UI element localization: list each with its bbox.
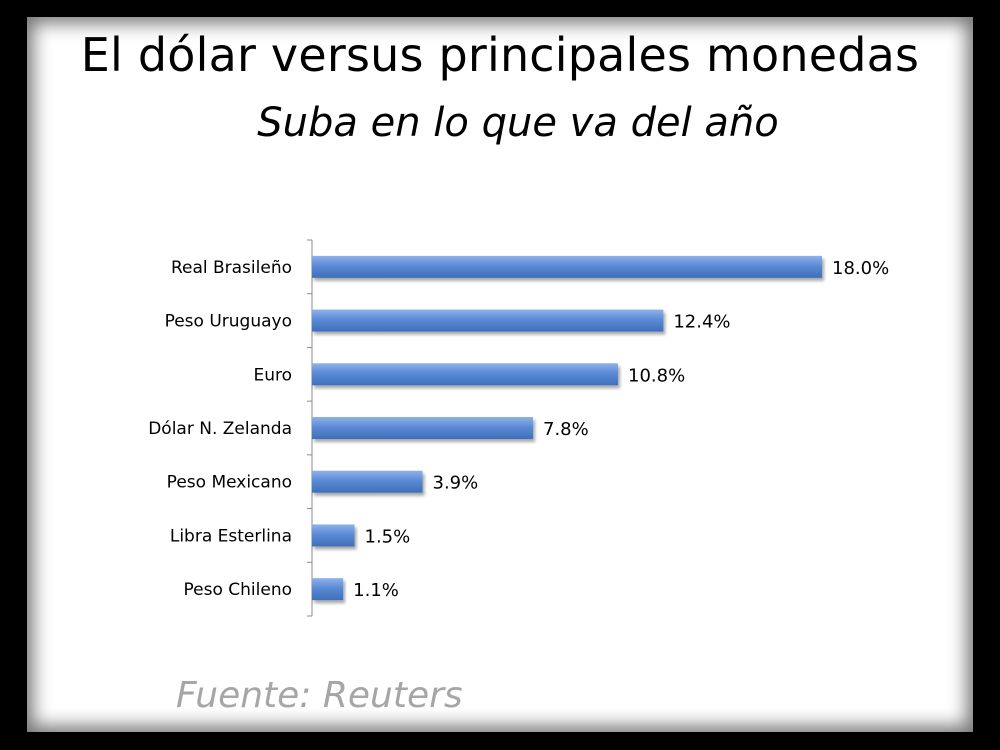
bar — [312, 255, 822, 278]
value-label: 10.8% — [628, 365, 685, 386]
bar — [312, 309, 664, 332]
bar — [312, 524, 355, 547]
value-label: 18.0% — [832, 258, 889, 279]
value-label: 7.8% — [543, 419, 589, 440]
category-label: Dólar N. Zelanda — [148, 419, 292, 439]
category-label: Real Brasileño — [171, 258, 292, 278]
bar — [312, 417, 533, 439]
bar — [312, 578, 344, 601]
value-label: 12.4% — [673, 312, 730, 333]
y-axis — [307, 239, 313, 617]
source-note: Fuente: Reuters — [176, 675, 463, 716]
chart-title: El dólar versus principales monedas — [80, 28, 920, 82]
bar — [312, 470, 423, 493]
value-label: 1.1% — [353, 580, 399, 601]
category-label: Peso Mexicano — [167, 473, 292, 493]
category-label: Euro — [253, 365, 292, 385]
category-label: Peso Chileno — [184, 580, 293, 600]
category-label: Libra Esterlina — [170, 526, 292, 546]
value-label: 1.5% — [365, 526, 411, 547]
value-label: 3.9% — [433, 473, 479, 494]
chart-subtitle: Suba en lo que va del año — [257, 100, 779, 146]
labels: Real Brasileño 18.0% Peso Uruguayo 12.4% Eur… — [148, 258, 889, 601]
category-label: Peso Uruguayo — [165, 312, 292, 332]
bar — [312, 363, 618, 386]
bars — [312, 255, 822, 601]
